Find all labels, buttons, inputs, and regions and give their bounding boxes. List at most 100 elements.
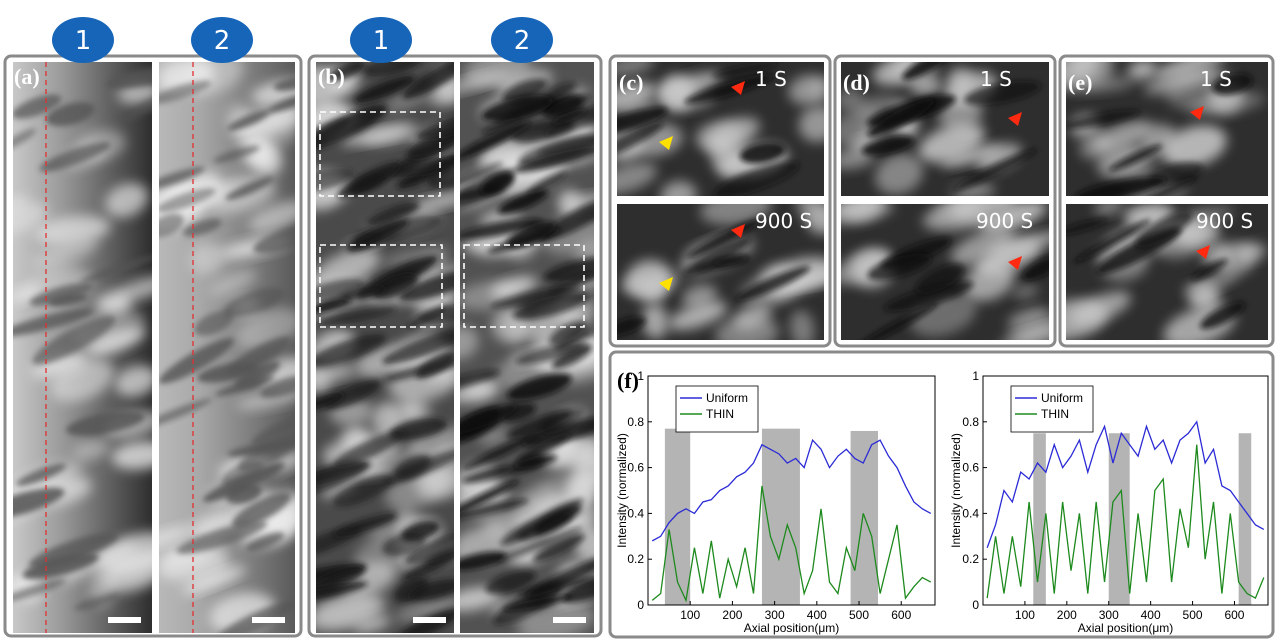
dark-structure: [319, 307, 397, 326]
dark-structure: [402, 62, 454, 99]
bright-structure: [96, 292, 132, 314]
dark-structure: [527, 171, 568, 195]
dark-structure: [521, 416, 594, 447]
x-tick-label: 100: [680, 608, 700, 622]
dark-structure: [713, 161, 800, 196]
bright-structure: [733, 303, 773, 330]
bright-structure: [460, 326, 479, 360]
y-tick-label: 0: [972, 598, 979, 612]
dark-structure: [561, 574, 594, 603]
dark-structure: [221, 461, 265, 488]
dark-structure: [333, 513, 397, 537]
dark-structure: [223, 287, 285, 318]
marker-badge: [52, 17, 114, 63]
dark-structure: [316, 392, 344, 413]
micrograph: [1066, 62, 1268, 196]
bright-structure: [316, 598, 378, 633]
dark-structure: [460, 218, 543, 240]
bright-structure: [232, 105, 295, 139]
dark-structure: [324, 379, 381, 410]
dark-structure: [354, 75, 415, 103]
x-tick-label: 300: [1099, 608, 1119, 622]
dark-structure: [394, 454, 431, 480]
dark-structure: [316, 334, 387, 367]
bright-structure: [1127, 62, 1158, 80]
bright-structure: [115, 365, 152, 397]
bright-structure: [798, 105, 824, 143]
bright-structure: [1094, 204, 1124, 216]
dark-structure: [460, 120, 532, 161]
bright-structure: [1066, 62, 1100, 89]
legend-label: Uniform: [706, 391, 748, 405]
x-tick-label: 400: [807, 608, 827, 622]
dark-structure: [316, 581, 368, 602]
x-tick-label: 600: [891, 608, 911, 622]
dark-structure: [316, 462, 372, 488]
y-tick-label: 0.8: [962, 415, 979, 429]
y-tick-label: 1: [637, 369, 644, 383]
dark-structure: [867, 253, 932, 281]
dark-structure: [1200, 301, 1246, 330]
roi-box: [463, 244, 585, 328]
bright-structure: [655, 72, 722, 99]
y-axis-label: Intensity (normalized): [949, 433, 963, 548]
dark-structure: [902, 62, 955, 81]
dark-structure: [495, 526, 583, 563]
dark-structure: [416, 112, 454, 140]
dark-structure: [407, 126, 454, 159]
dark-structure: [13, 308, 94, 337]
dark-structure: [485, 570, 536, 594]
bright-structure: [159, 526, 194, 553]
bright-structure: [846, 204, 881, 221]
bright-structure: [393, 597, 454, 621]
dark-structure: [245, 532, 285, 552]
arrowhead: [731, 224, 745, 238]
dark-structure: [512, 292, 589, 320]
dark-structure: [506, 220, 556, 248]
dark-structure: [32, 315, 116, 365]
bright-structure: [642, 281, 667, 303]
panel-frame: [1058, 54, 1275, 348]
charts: 0 0.2 0.4 0.6 0.8 1 100 200 300 400 500 600 Axial po…: [615, 369, 1269, 635]
dark-structure: [197, 362, 258, 383]
bright-structure: [251, 79, 295, 106]
legend-label: THIN: [1041, 407, 1069, 421]
dark-structure: [544, 100, 594, 137]
arrowhead: [1008, 256, 1022, 270]
bright-structure: [189, 243, 225, 275]
dark-structure: [551, 344, 593, 369]
marker-badge: [191, 17, 253, 63]
marker-label: 1: [373, 26, 390, 56]
bright-structure: [789, 310, 815, 340]
bright-structure: [460, 71, 510, 94]
arrowhead: [1008, 112, 1022, 126]
time-label: 900 S: [976, 209, 1033, 233]
bright-structure: [13, 202, 48, 234]
micrograph: [617, 62, 824, 196]
bright-structure: [209, 270, 258, 296]
bright-structure: [353, 616, 392, 633]
dark-structure: [333, 430, 406, 468]
bright-structure: [1216, 242, 1256, 276]
dark-structure: [225, 482, 262, 505]
dark-structure: [332, 474, 394, 507]
dark-structure: [159, 213, 184, 238]
dark-structure: [964, 80, 1041, 106]
dark-structure: [260, 375, 295, 398]
bright-structure: [668, 301, 728, 331]
bright-structure: [248, 200, 295, 233]
panel-label: (f): [617, 368, 639, 393]
dark-structure: [232, 492, 291, 528]
dark-structure: [1138, 176, 1198, 196]
dark-structure: [617, 121, 664, 161]
dark-structure: [884, 281, 974, 312]
dark-structure: [951, 148, 1037, 192]
dark-structure: [481, 94, 553, 122]
time-label: 900 S: [1196, 209, 1253, 233]
bright-structure: [872, 62, 938, 86]
dark-structure: [526, 556, 594, 598]
bright-structure: [950, 227, 1016, 266]
dark-structure: [74, 593, 120, 611]
dark-structure: [337, 161, 401, 198]
legend-label: THIN: [706, 407, 734, 421]
